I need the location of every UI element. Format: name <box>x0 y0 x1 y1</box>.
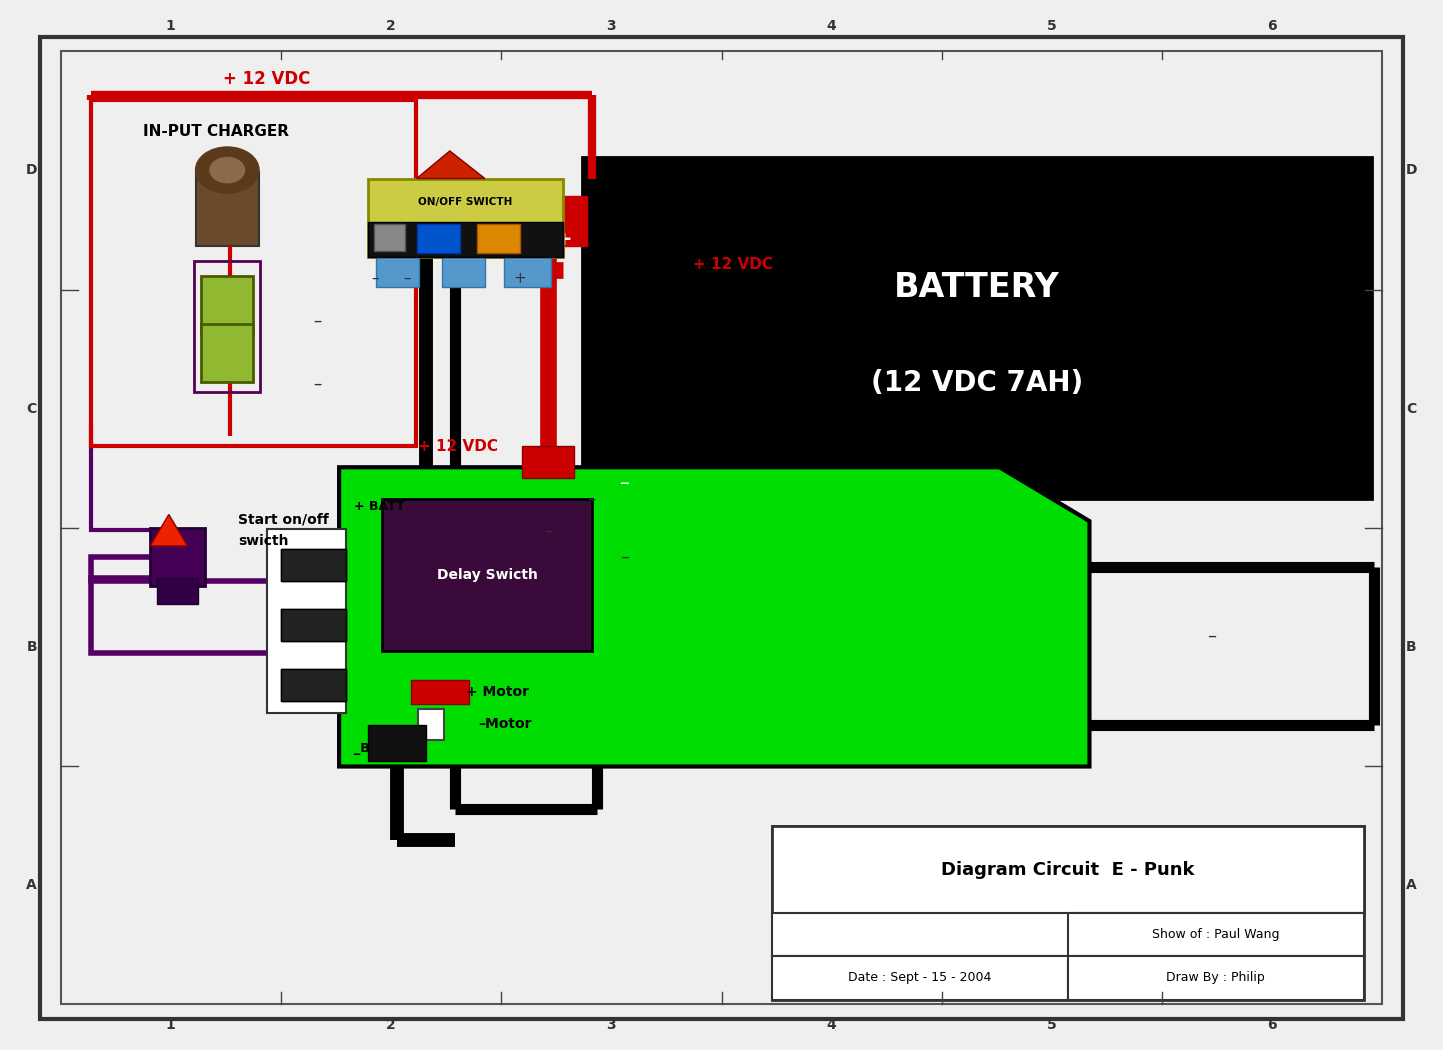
Text: 6: 6 <box>1267 1017 1277 1032</box>
Text: –: – <box>371 271 380 286</box>
Text: ON/OFF SWICTH: ON/OFF SWICTH <box>418 197 512 207</box>
Text: + Motor: + Motor <box>466 685 530 699</box>
Bar <box>1068 912 1364 957</box>
Text: Date : Sept - 15 - 2004: Date : Sept - 15 - 2004 <box>848 971 991 985</box>
Text: B: B <box>26 639 38 654</box>
Bar <box>202 324 254 382</box>
Text: (12 VDC 7AH): (12 VDC 7AH) <box>870 369 1084 397</box>
Text: + 12 VDC: + 12 VDC <box>693 257 772 272</box>
Bar <box>157 578 198 604</box>
Bar <box>281 549 346 581</box>
Text: 5: 5 <box>1048 19 1056 34</box>
Text: Show of : Paul Wang: Show of : Paul Wang <box>1152 928 1280 941</box>
Bar <box>582 158 1372 499</box>
Circle shape <box>195 147 260 193</box>
Circle shape <box>211 158 245 183</box>
Text: Draw By : Philip: Draw By : Philip <box>1166 971 1266 985</box>
Bar <box>91 100 416 446</box>
Bar <box>1068 957 1364 1000</box>
Text: IN-PUT CHARGER: IN-PUT CHARGER <box>143 124 290 139</box>
Bar <box>281 669 346 700</box>
Polygon shape <box>150 514 188 546</box>
Text: Diagram Circuit  E - Punk: Diagram Circuit E - Punk <box>941 861 1195 879</box>
Text: + 12 VDC: + 12 VDC <box>418 439 498 454</box>
Bar <box>505 257 551 287</box>
Text: –: – <box>620 547 629 566</box>
Text: 3: 3 <box>606 1017 616 1032</box>
Text: 1: 1 <box>166 19 176 34</box>
Bar <box>281 549 346 581</box>
Bar <box>281 609 346 640</box>
Text: swicth: swicth <box>238 533 289 548</box>
Text: +: + <box>556 230 573 249</box>
Bar <box>772 826 1364 1000</box>
Bar <box>418 709 444 740</box>
Text: B: B <box>1405 639 1417 654</box>
Bar <box>478 225 519 253</box>
Bar <box>772 912 1364 957</box>
Text: BATTERY: BATTERY <box>895 271 1059 303</box>
Bar <box>150 528 205 586</box>
Text: D: D <box>1405 164 1417 177</box>
Text: A: A <box>26 878 38 891</box>
Text: 2: 2 <box>387 19 395 34</box>
Text: C: C <box>26 401 38 416</box>
Bar <box>375 257 418 287</box>
Bar <box>522 446 574 478</box>
Text: –Motor: –Motor <box>478 717 532 732</box>
Text: –: – <box>313 374 322 393</box>
Text: –: – <box>544 521 553 540</box>
Text: 4: 4 <box>827 19 837 34</box>
Bar <box>772 957 1068 1000</box>
Text: –: – <box>1208 626 1216 645</box>
Polygon shape <box>417 151 485 178</box>
Bar <box>368 724 426 761</box>
Bar <box>193 261 260 393</box>
Bar <box>281 609 346 640</box>
Text: 2: 2 <box>387 1017 395 1032</box>
Bar <box>382 499 592 651</box>
Text: –: – <box>587 489 596 508</box>
Text: + 12 VDC: + 12 VDC <box>224 69 310 88</box>
Polygon shape <box>339 467 1089 766</box>
Bar <box>442 257 485 287</box>
Text: _BATT: _BATT <box>354 742 395 755</box>
Text: 6: 6 <box>1267 19 1277 34</box>
Text: 1: 1 <box>166 1017 176 1032</box>
Text: –: – <box>403 271 411 286</box>
Bar <box>541 195 587 246</box>
Text: –: – <box>620 474 629 492</box>
Text: Start on/off: Start on/off <box>238 512 329 527</box>
Bar <box>202 276 254 334</box>
Bar <box>368 222 563 257</box>
Text: C: C <box>1405 401 1417 416</box>
Text: –: – <box>313 311 322 330</box>
Text: A: A <box>1405 878 1417 891</box>
Text: 5: 5 <box>1048 1017 1056 1032</box>
Bar <box>267 529 346 713</box>
Bar <box>772 826 1364 912</box>
Text: 3: 3 <box>606 19 616 34</box>
Bar <box>368 178 563 257</box>
Bar <box>196 172 260 246</box>
Text: D: D <box>26 164 38 177</box>
Bar <box>281 669 346 700</box>
Bar <box>411 680 469 704</box>
Bar <box>374 225 405 251</box>
Bar <box>417 225 459 253</box>
Text: + BATT: + BATT <box>354 500 404 512</box>
Text: +: + <box>514 271 525 286</box>
Text: Delay Swicth: Delay Swicth <box>437 568 537 582</box>
Text: 4: 4 <box>827 1017 837 1032</box>
